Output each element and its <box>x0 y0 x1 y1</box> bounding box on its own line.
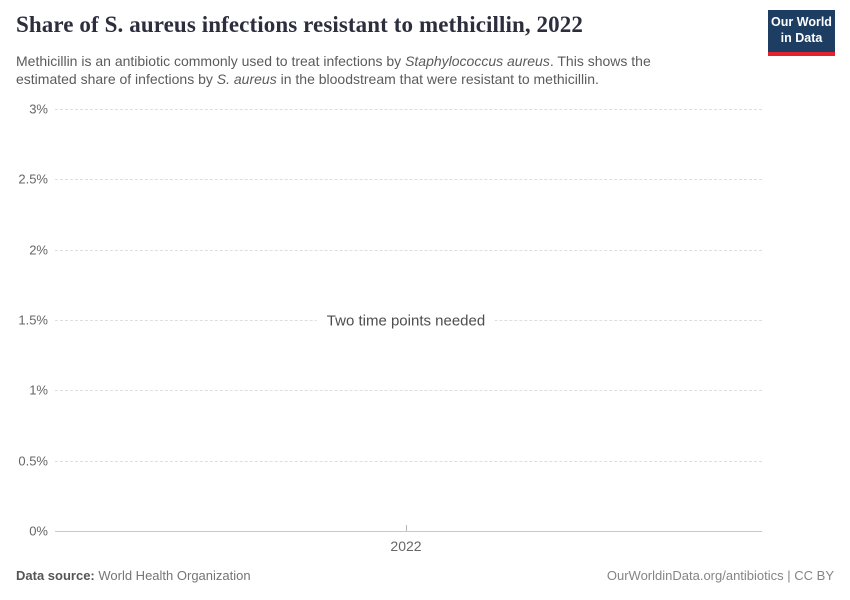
attribution-link[interactable]: OurWorldinData.org/antibiotics | CC BY <box>606 568 834 583</box>
subtitle-text: . This shows the <box>549 53 651 69</box>
owid-logo-line2: in Data <box>780 31 823 45</box>
x-axis-tick-label: 2022 <box>390 538 422 554</box>
x-axis-baseline <box>55 531 762 532</box>
gridline <box>55 179 762 180</box>
y-axis-label: 2.5% <box>18 171 48 187</box>
y-axis-label: 3% <box>29 101 48 117</box>
subtitle-species-italic: Staphylococcus aureus <box>405 53 550 69</box>
subtitle-species-italic: S. aureus <box>216 71 277 87</box>
subtitle-text: estimated share of infections by <box>16 71 217 87</box>
data-source-label: Data source: <box>16 568 95 583</box>
x-axis-tick-mark <box>406 525 407 531</box>
y-axis-label: 0.5% <box>18 453 48 469</box>
chart-title: Share of S. aureus infections resistant … <box>16 12 583 37</box>
owid-logo-line1: Our World <box>771 15 832 29</box>
owid-logo[interactable]: Our World in Data <box>768 10 835 56</box>
gridline <box>55 461 762 462</box>
gridline <box>55 250 762 251</box>
y-axis-label: 0% <box>29 523 48 539</box>
chart-subtitle: Methicillin is an antibiotic commonly us… <box>16 52 716 88</box>
data-source-value: World Health Organization <box>94 568 251 583</box>
data-source: Data source: World Health Organization <box>16 568 251 583</box>
chart-footer: Data source: World Health Organization O… <box>16 568 834 583</box>
gridline <box>55 390 762 391</box>
gridline <box>55 109 762 110</box>
y-axis-label: 2% <box>29 242 48 258</box>
y-axis-label: 1.5% <box>18 312 48 328</box>
y-axis-label: 1% <box>29 382 48 398</box>
subtitle-text: in the bloodstream that were resistant t… <box>276 71 599 87</box>
subtitle-text: Methicillin is an antibiotic commonly us… <box>16 53 406 69</box>
empty-state-message: Two time points needed <box>316 310 496 332</box>
